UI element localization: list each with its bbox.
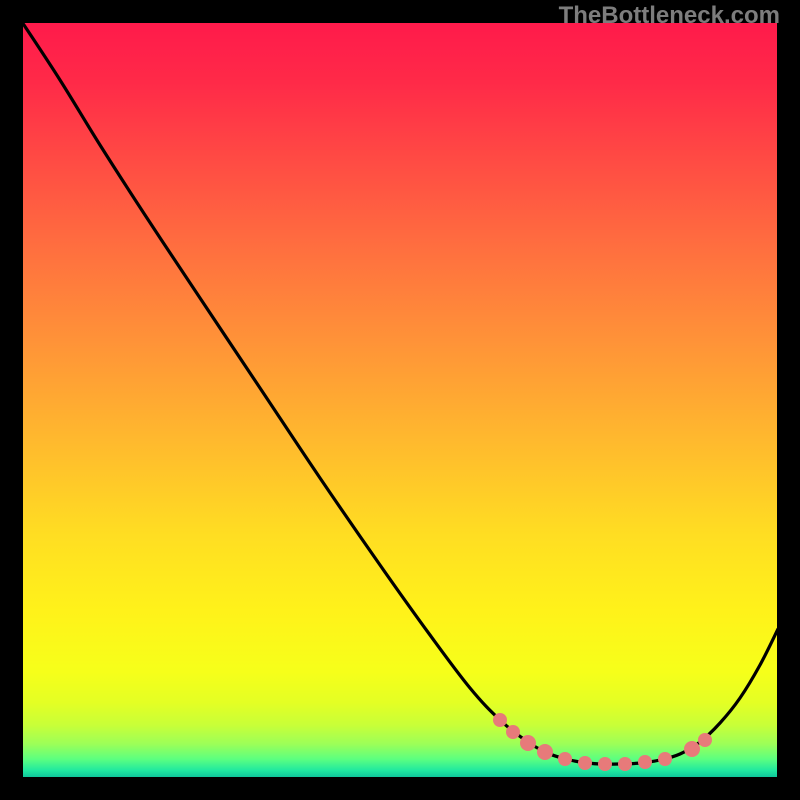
chart-container: TheBottleneck.com xyxy=(0,0,800,800)
curve-marker xyxy=(598,757,612,771)
curve-marker xyxy=(698,733,712,747)
curve-marker xyxy=(638,755,652,769)
curve-marker xyxy=(520,735,536,751)
plot-area xyxy=(22,22,778,778)
curve-marker xyxy=(558,752,572,766)
curve-marker xyxy=(506,725,520,739)
watermark-text: TheBottleneck.com xyxy=(559,2,780,30)
curve-marker xyxy=(684,741,700,757)
curve-marker xyxy=(537,744,553,760)
curve-marker xyxy=(493,713,507,727)
curve-marker xyxy=(658,752,672,766)
bottleneck-chart xyxy=(0,0,800,800)
curve-marker xyxy=(618,757,632,771)
curve-marker xyxy=(578,756,592,770)
